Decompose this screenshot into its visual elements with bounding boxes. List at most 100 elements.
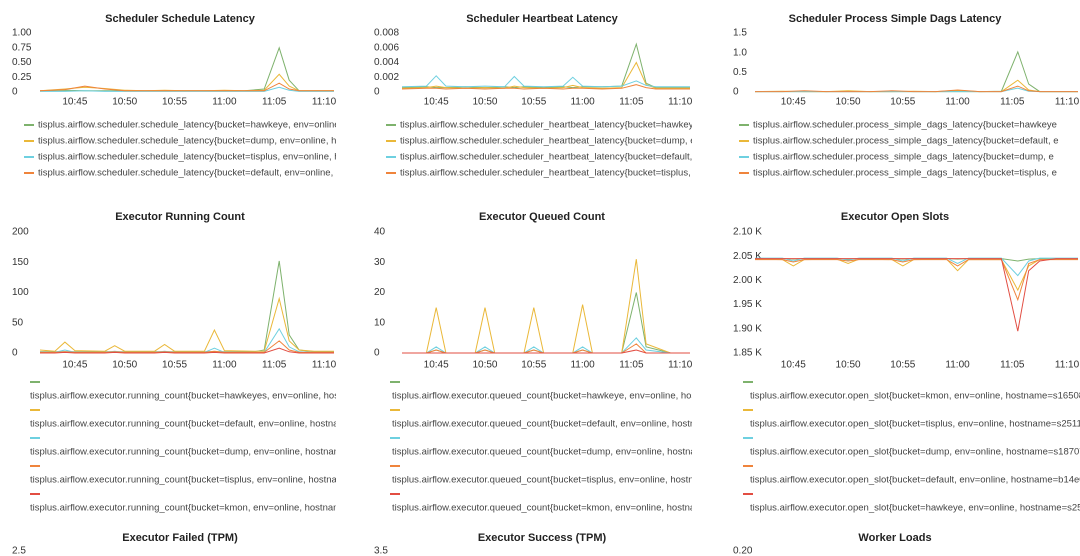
y-tick-label: 100 [12,287,29,298]
legend-label: tisplus.airflow.executor.running_count{b… [30,419,336,430]
legend-label: tisplus.airflow.executor.open_slot{bucke… [750,419,1080,430]
series-line [40,347,334,354]
x-tick-label: 11:10 [1055,97,1080,108]
y-tick-label: 0.20 [733,546,753,556]
y-tick-label: 1.90 K [733,323,762,334]
x-tick-label: 11:05 [619,360,644,371]
x-tick-label: 10:55 [890,360,915,371]
x-tick-label: 10:55 [162,360,187,371]
series-line [40,260,334,353]
legend-label: tisplus.airflow.scheduler.scheduler_hear… [400,120,692,131]
legend-label: tisplus.airflow.executor.open_slot{bucke… [750,447,1080,458]
x-tick-label: 11:10 [312,360,336,371]
y-tick-label: 0.75 [12,42,32,53]
x-tick-label: 11:05 [262,360,287,371]
y-tick-label: 0 [374,87,380,98]
legend-label: tisplus.airflow.scheduler.process_simple… [753,168,1057,179]
x-tick-label: 10:50 [112,360,137,371]
panel: Scheduler Schedule Latency 0 0.25 0.50 0.75 1… [12,13,336,179]
y-tick-label: 1.00 [12,28,32,39]
y-tick-label: 0.004 [374,57,399,68]
x-tick-label: 11:00 [945,97,970,108]
x-tick-label: 10:45 [62,97,87,108]
y-tick-label: 10 [374,317,386,328]
x-tick-label: 11:05 [1000,360,1025,371]
panel: Executor Failed (TPM) 2.5 [12,532,238,556]
series-line [755,85,1078,93]
panel-title: Executor Queued Count [479,211,605,223]
panel-title: Worker Loads [858,532,931,544]
x-tick-label: 10:55 [890,97,915,108]
x-tick-label: 11:00 [212,97,237,108]
panel: Executor Success (TPM) 3.5 [374,532,607,556]
panel: Executor Open Slots 1.85 K 1.90 K 1.95 K 2.0… [733,211,1080,514]
panel: Worker Loads 0.20 [733,532,932,556]
x-tick-label: 10:50 [472,97,497,108]
y-tick-label: 2.00 K [733,275,762,286]
series-line [401,61,690,89]
x-tick-label: 11:10 [668,97,692,108]
legend-label: tisplus.airflow.executor.queued_count{bu… [392,503,692,514]
x-tick-label: 10:45 [781,360,806,371]
y-tick-label: 50 [12,317,24,328]
y-tick-label: 0.006 [374,42,399,53]
panel-title: Executor Running Count [115,211,245,223]
legend-label: tisplus.airflow.executor.queued_count{bu… [392,391,692,402]
y-tick-label: 0 [374,348,380,359]
x-tick-label: 11:05 [1000,97,1025,108]
y-tick-label: 2.10 K [733,227,762,238]
x-tick-label: 10:45 [424,360,449,371]
legend-label: tisplus.airflow.scheduler.process_simple… [753,136,1059,147]
panel: Scheduler Process Simple Dags Latency 0 0.… [733,13,1080,179]
x-tick-label: 11:00 [570,97,595,108]
x-tick-label: 11:05 [262,97,287,108]
y-tick-label: 200 [12,227,29,238]
legend-label: tisplus.airflow.executor.queued_count{bu… [392,419,692,430]
panel-title: Scheduler Heartbeat Latency [466,13,618,25]
legend-label: tisplus.airflow.executor.open_slot{bucke… [750,503,1080,514]
legend-label: tisplus.airflow.scheduler.schedule_laten… [38,152,336,163]
x-tick-label: 10:55 [521,360,546,371]
panel: Executor Queued Count 0 10 20 30 40 10:45 10:50… [374,211,692,514]
y-tick-label: 2.5 [12,546,26,556]
x-tick-label: 11:00 [570,360,595,371]
legend-label: tisplus.airflow.scheduler.schedule_laten… [38,120,336,131]
x-tick-label: 11:10 [668,360,692,371]
y-tick-label: 1.85 K [733,348,762,359]
panel-title: Executor Success (TPM) [478,532,607,544]
panel: Executor Running Count 0 50 100 150 200 10:45 1… [12,211,336,514]
x-tick-label: 11:00 [212,360,237,371]
y-tick-label: 0.25 [12,72,32,83]
x-tick-label: 11:05 [619,97,644,108]
panel-title: Executor Open Slots [841,211,949,223]
y-tick-label: 1.0 [733,47,747,58]
legend-label: tisplus.airflow.scheduler.process_simple… [753,152,1054,163]
series-line [755,258,1078,332]
y-tick-label: 0.002 [374,72,399,83]
legend-label: tisplus.airflow.scheduler.scheduler_hear… [400,136,692,147]
x-tick-label: 10:50 [836,97,861,108]
legend-label: tisplus.airflow.scheduler.process_simple… [753,120,1057,131]
series-line [401,84,690,90]
x-tick-label: 10:55 [162,97,187,108]
series-line [401,75,690,88]
legend-label: tisplus.airflow.scheduler.schedule_laten… [38,168,336,179]
legend-label: tisplus.airflow.executor.queued_count{bu… [392,475,692,486]
panel: Scheduler Heartbeat Latency 0 0.002 0.004 0.… [374,13,692,179]
x-tick-label: 11:00 [945,360,970,371]
x-tick-label: 11:10 [312,97,336,108]
panel-title: Executor Failed (TPM) [122,532,238,544]
y-tick-label: 0.5 [733,67,747,78]
y-tick-label: 0 [733,87,739,98]
legend-label: tisplus.airflow.executor.running_count{b… [30,447,336,458]
x-tick-label: 11:10 [1055,360,1080,371]
series-line [402,259,690,354]
y-tick-label: 0 [12,87,18,98]
y-tick-label: 1.5 [733,28,747,39]
y-tick-label: 0.008 [374,28,399,39]
y-tick-label: 20 [374,287,386,298]
legend-label: tisplus.airflow.executor.running_count{b… [30,503,336,514]
legend-label: tisplus.airflow.scheduler.schedule_laten… [38,136,336,147]
y-tick-label: 2.05 K [733,251,762,262]
